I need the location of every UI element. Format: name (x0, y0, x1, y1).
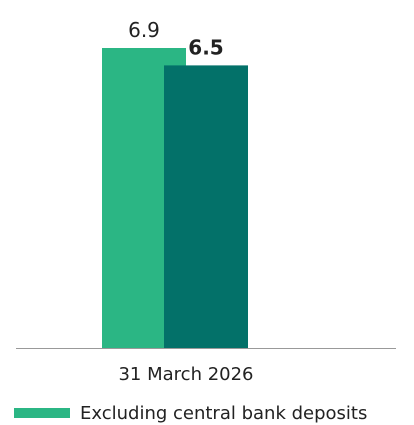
data-label-1: 6.9 (128, 18, 160, 42)
legend-swatch (14, 408, 70, 418)
x-tick-label: 31 March 2026 (118, 364, 253, 385)
legend: Excluding central bank deposits (14, 403, 367, 424)
bars-group (102, 48, 248, 349)
data-label-2: 6.5 (188, 35, 223, 59)
legend-label: Excluding central bank deposits (80, 403, 367, 424)
data-labels-group: 6.9 6.5 (128, 18, 224, 59)
bar-2 (164, 65, 248, 349)
